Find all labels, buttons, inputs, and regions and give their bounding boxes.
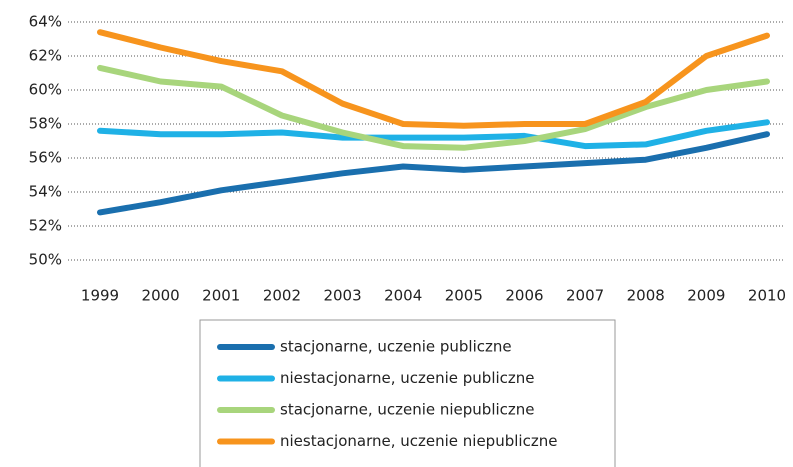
legend-label: niestacjonarne, uczenie publiczne bbox=[280, 369, 535, 387]
series-line bbox=[97, 119, 770, 150]
y-tick-label: 50% bbox=[29, 251, 62, 269]
y-tick-label: 62% bbox=[29, 47, 62, 65]
x-tick-label: 2004 bbox=[384, 287, 422, 305]
x-tick-label: 1999 bbox=[81, 287, 119, 305]
x-tick-label: 2010 bbox=[748, 287, 786, 305]
series-line bbox=[97, 29, 770, 129]
x-tick-label: 2006 bbox=[505, 287, 543, 305]
x-tick-label: 2000 bbox=[142, 287, 180, 305]
legend-label: stacjonarne, uczenie publiczne bbox=[280, 338, 512, 356]
y-tick-label: 60% bbox=[29, 81, 62, 99]
x-tick-label: 2002 bbox=[263, 287, 301, 305]
legend-label: niestacjonarne, uczenie niepubliczne bbox=[280, 432, 557, 450]
y-tick-label: 52% bbox=[29, 217, 62, 235]
series-line bbox=[97, 64, 770, 151]
x-tick-label: 2007 bbox=[566, 287, 604, 305]
x-tick-label: 2008 bbox=[627, 287, 665, 305]
x-tick-label: 2005 bbox=[445, 287, 483, 305]
y-tick-label: 56% bbox=[29, 149, 62, 167]
series-line bbox=[97, 131, 770, 216]
y-tick-label: 64% bbox=[29, 13, 62, 31]
y-tick-label: 54% bbox=[29, 183, 62, 201]
x-tick-label: 2009 bbox=[687, 287, 725, 305]
legend-label: stacjonarne, uczenie niepubliczne bbox=[280, 401, 535, 419]
x-tick-label: 2003 bbox=[323, 287, 361, 305]
x-tick-label: 2001 bbox=[202, 287, 240, 305]
y-tick-label: 58% bbox=[29, 115, 62, 133]
